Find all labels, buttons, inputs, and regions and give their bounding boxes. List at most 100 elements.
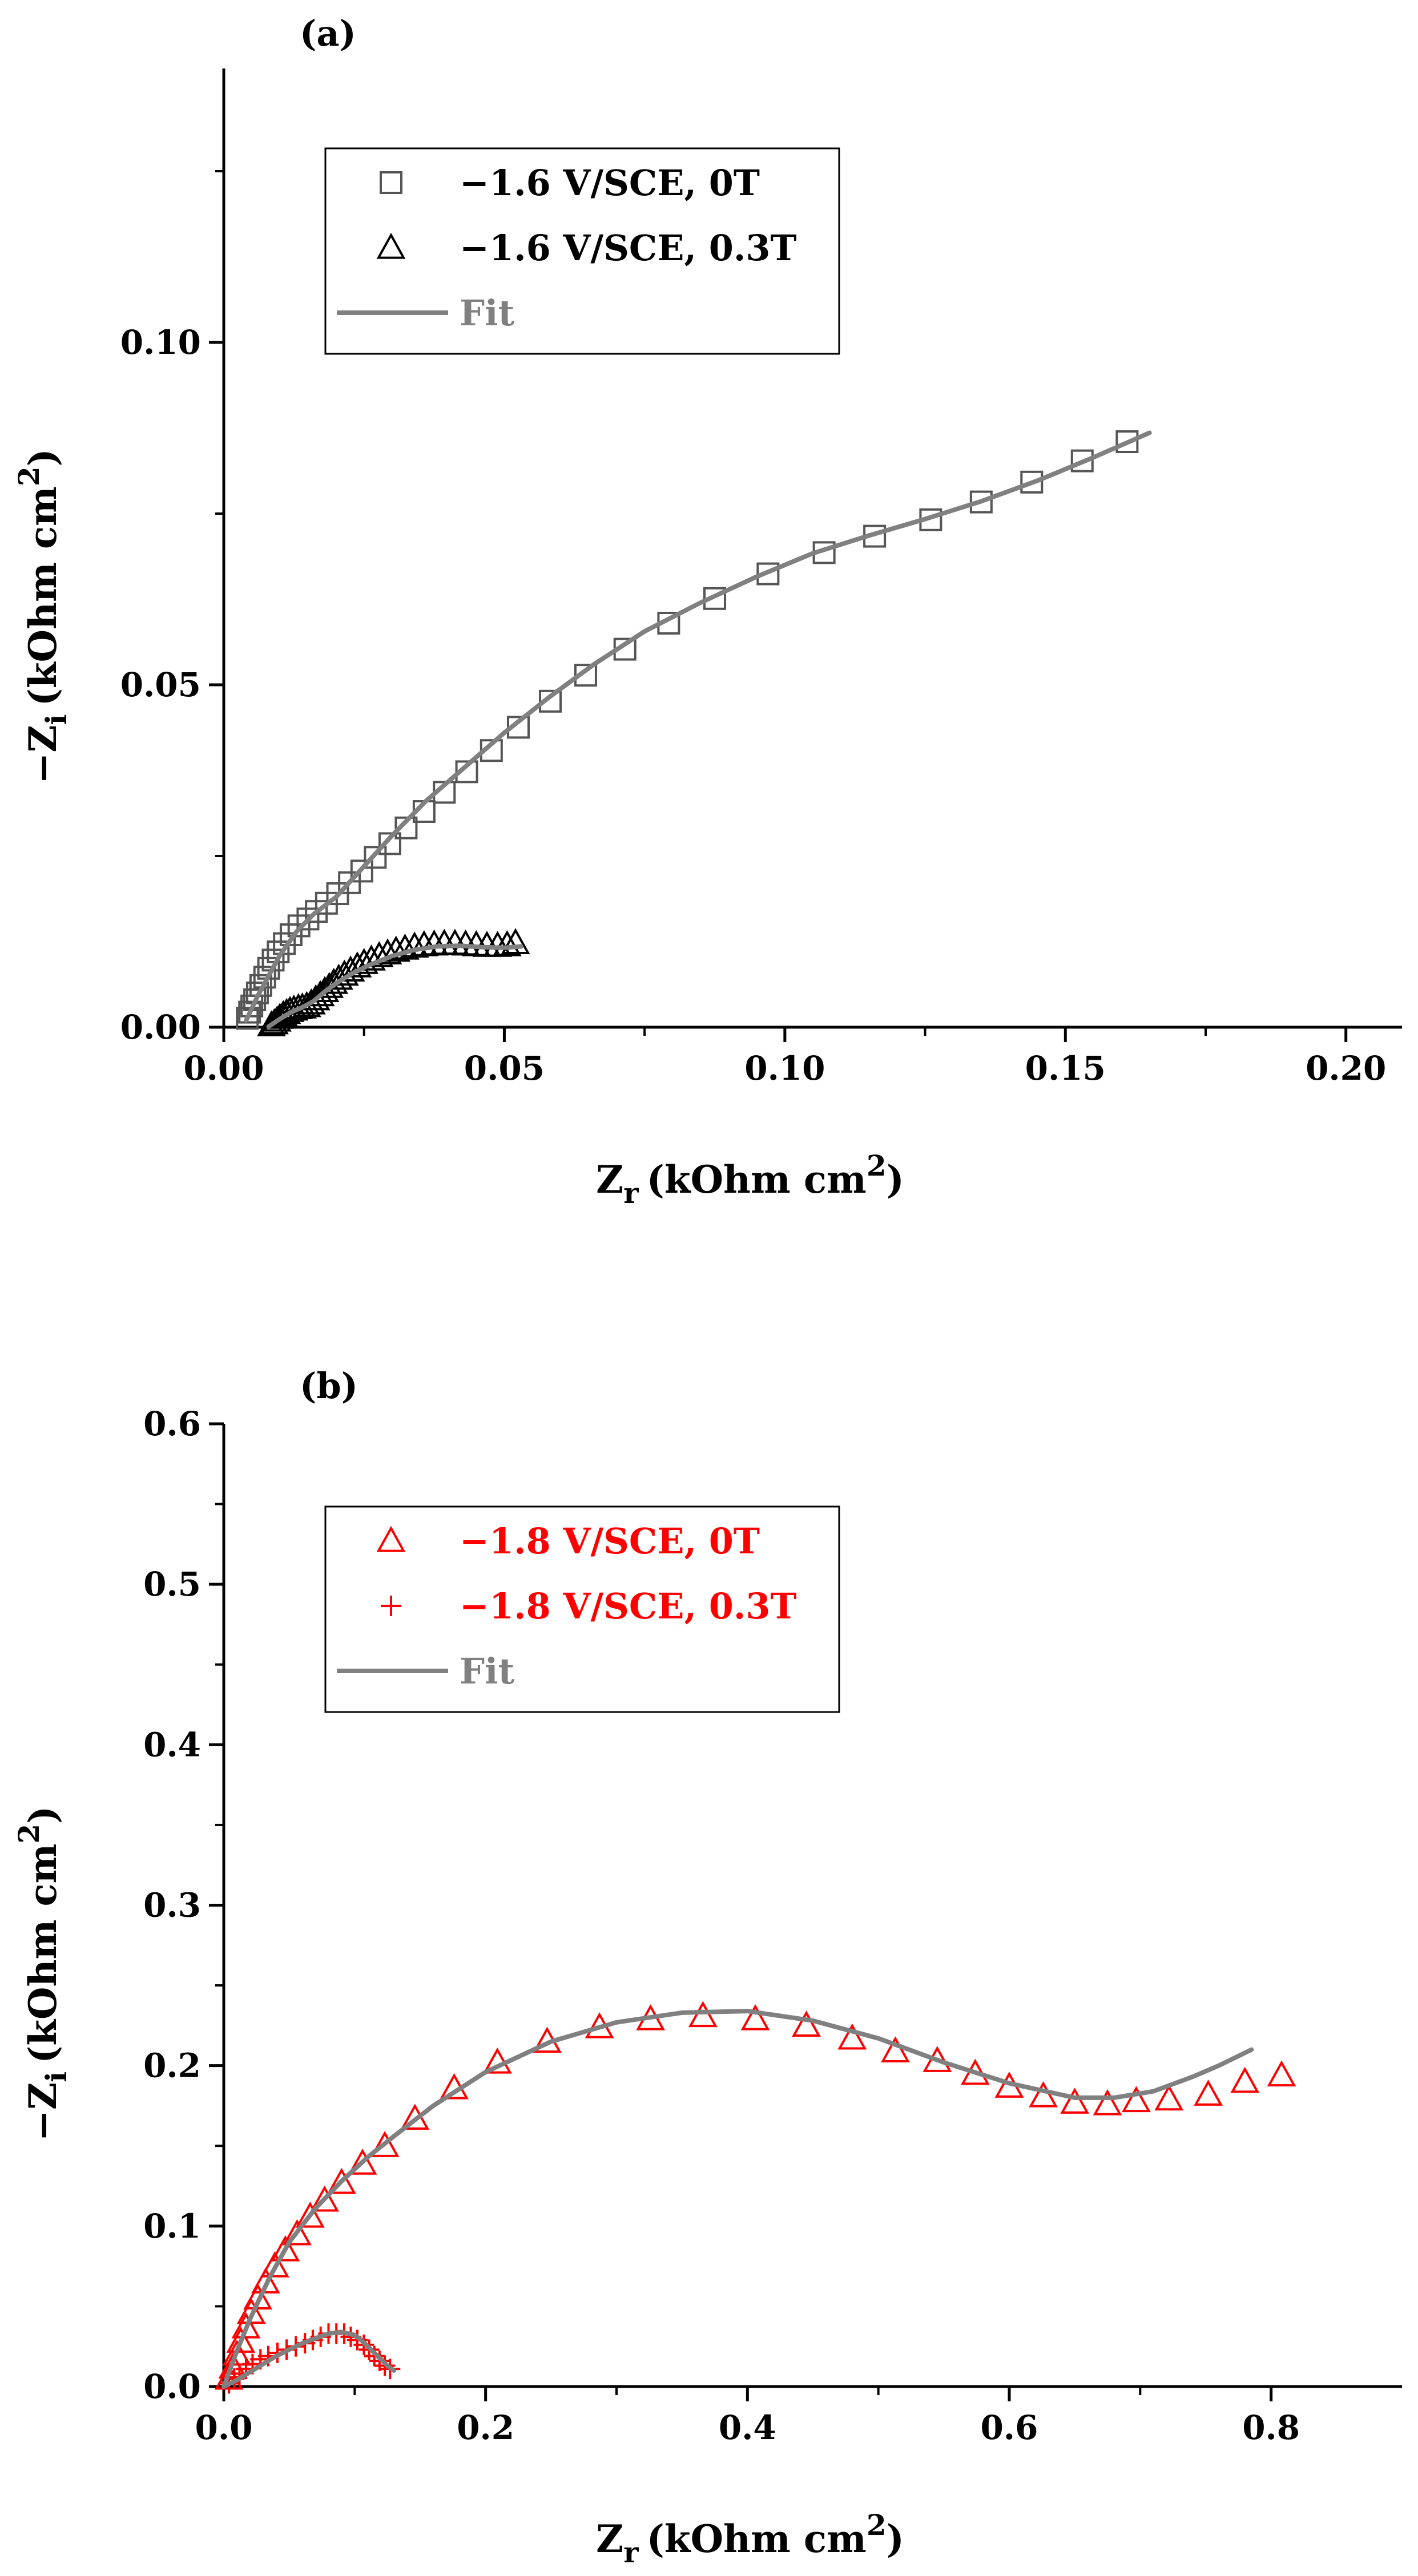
data-point [273, 932, 296, 955]
y-tick-label: 0.5 [143, 1565, 201, 1604]
x-tick-label: 0.10 [744, 1049, 825, 1088]
x-axis-symbol: Z [596, 1157, 623, 1202]
fit-line [266, 943, 523, 1029]
data-point [348, 2149, 377, 2175]
fit-line [221, 2009, 1254, 2389]
data-point [539, 689, 562, 713]
y-axis-title: −Zi (kOhm cm2) [12, 1806, 73, 2142]
data-point [310, 2185, 339, 2212]
data-point [271, 2235, 300, 2262]
legend-box [324, 1505, 840, 1713]
series-line [244, 430, 1152, 1029]
data-point [343, 951, 372, 978]
data-point [492, 930, 522, 956]
data-point [283, 2219, 312, 2246]
data-point [1230, 2066, 1260, 2093]
legend-label: Fit [460, 1650, 515, 1692]
data-point [236, 2298, 266, 2324]
data-point [1029, 2081, 1058, 2107]
legend-swatch-square [380, 171, 402, 194]
data-point [238, 1000, 261, 1024]
y-axis-unit-end: ) [21, 449, 65, 466]
data-point [243, 988, 267, 1011]
data-point [279, 923, 303, 946]
y-tick-label: 0.00 [120, 1008, 201, 1047]
panel-a: 0.00 0.05 0.10 0.15 0.200.000.050.10(a)Zr (kO… [12, 13, 1402, 1210]
data-point [1267, 2060, 1296, 2087]
legend-swatch-triangle [376, 1525, 406, 1552]
data-point [364, 846, 387, 869]
data-point [295, 2201, 325, 2228]
y-tick-label: 0.05 [120, 665, 201, 704]
y-axis-unit: (kOhm cm [21, 486, 65, 706]
data-point [287, 914, 311, 938]
data-point [1060, 2088, 1090, 2114]
data-point [327, 2167, 356, 2194]
data-point [390, 933, 420, 960]
y-tick-label: 0.10 [120, 323, 201, 362]
data-point [245, 982, 269, 1004]
data-point [1194, 2080, 1223, 2106]
x-axis-unit-superscript: 2 [867, 2508, 887, 2542]
legend-label: −1.8 V/SCE, 0.3T [460, 1585, 797, 1627]
y-tick-label: 0.0 [143, 2367, 201, 2406]
y-tick-label: 0.3 [143, 1886, 201, 1925]
data-point [378, 832, 401, 855]
x-tick-label: 0.2 [457, 2408, 514, 2447]
legend-swatch-plus [381, 1596, 401, 1616]
x-axis-title: Zr (kOhm cm2) [596, 1149, 904, 1210]
panel-label: (b) [300, 1365, 358, 1407]
legend-label: −1.6 V/SCE, 0.3T [460, 227, 797, 269]
data-point [1122, 2086, 1151, 2113]
fit-line [244, 430, 1152, 1023]
data-point [1020, 470, 1044, 494]
y-tick-label: 0.6 [143, 1404, 201, 1443]
y-axis-unit-end: ) [21, 1806, 65, 1824]
y-axis-unit: (kOhm cm [21, 1844, 65, 2064]
data-point [373, 938, 402, 964]
data-point [792, 2010, 821, 2037]
legend: −1.8 V/SCE, 0T −1.8 V/SCE, 0.3T Fit [324, 1505, 840, 1713]
y-axis-unit-superscript: 2 [12, 1824, 46, 1844]
y-tick-label: 0.1 [143, 2207, 201, 2246]
x-tick-label: 0.6 [981, 2408, 1038, 2447]
data-point [1115, 430, 1139, 453]
series-line [221, 2009, 1254, 2389]
x-axis-title: Zr (kOhm cm2) [596, 2508, 904, 2569]
y-axis-subscript: i [39, 2072, 73, 2082]
data-point [251, 2267, 280, 2294]
data-point [969, 490, 993, 514]
data-point [226, 2327, 256, 2353]
data-point [296, 907, 320, 931]
data-point [1070, 449, 1094, 473]
data-point [243, 2283, 273, 2309]
x-axis-unit: (kOhm cm [647, 2517, 867, 2561]
x-tick-label: 0.20 [1306, 1049, 1386, 1088]
legend-box [324, 147, 840, 355]
legend: −1.6 V/SCE, 0T −1.6 V/SCE, 0.3T Fit [324, 147, 840, 355]
data-point [231, 2312, 261, 2339]
x-axis-unit: (kOhm cm [647, 1157, 867, 1202]
panel-b: 0.0 0.2 0.4 0.6 0.8 0.0 0.1 0.2 0.3 0.4 0.5 0.6 (b) Z… [12, 1365, 1402, 2569]
fit-line [221, 2329, 397, 2389]
y-axis-symbol: −Z [21, 725, 65, 784]
x-tick-label: 0.4 [719, 2408, 776, 2447]
data-point [370, 2131, 400, 2157]
data-point [350, 859, 373, 883]
x-axis-unit-end: ) [887, 2517, 904, 2561]
x-tick-label: 0.05 [464, 1049, 545, 1088]
data-point [688, 2001, 718, 2028]
panel-label: (a) [300, 13, 356, 54]
data-point [394, 816, 418, 839]
data-point [222, 2339, 252, 2366]
x-axis-unit-end: ) [887, 1157, 904, 1202]
data-point [381, 935, 411, 962]
legend-label: Fit [460, 292, 515, 334]
data-point [400, 931, 429, 958]
y-tick-label: 0.2 [143, 2046, 201, 2085]
data-point [837, 2023, 867, 2050]
x-tick-label: 0.15 [1025, 1049, 1106, 1088]
data-point [881, 2036, 910, 2062]
